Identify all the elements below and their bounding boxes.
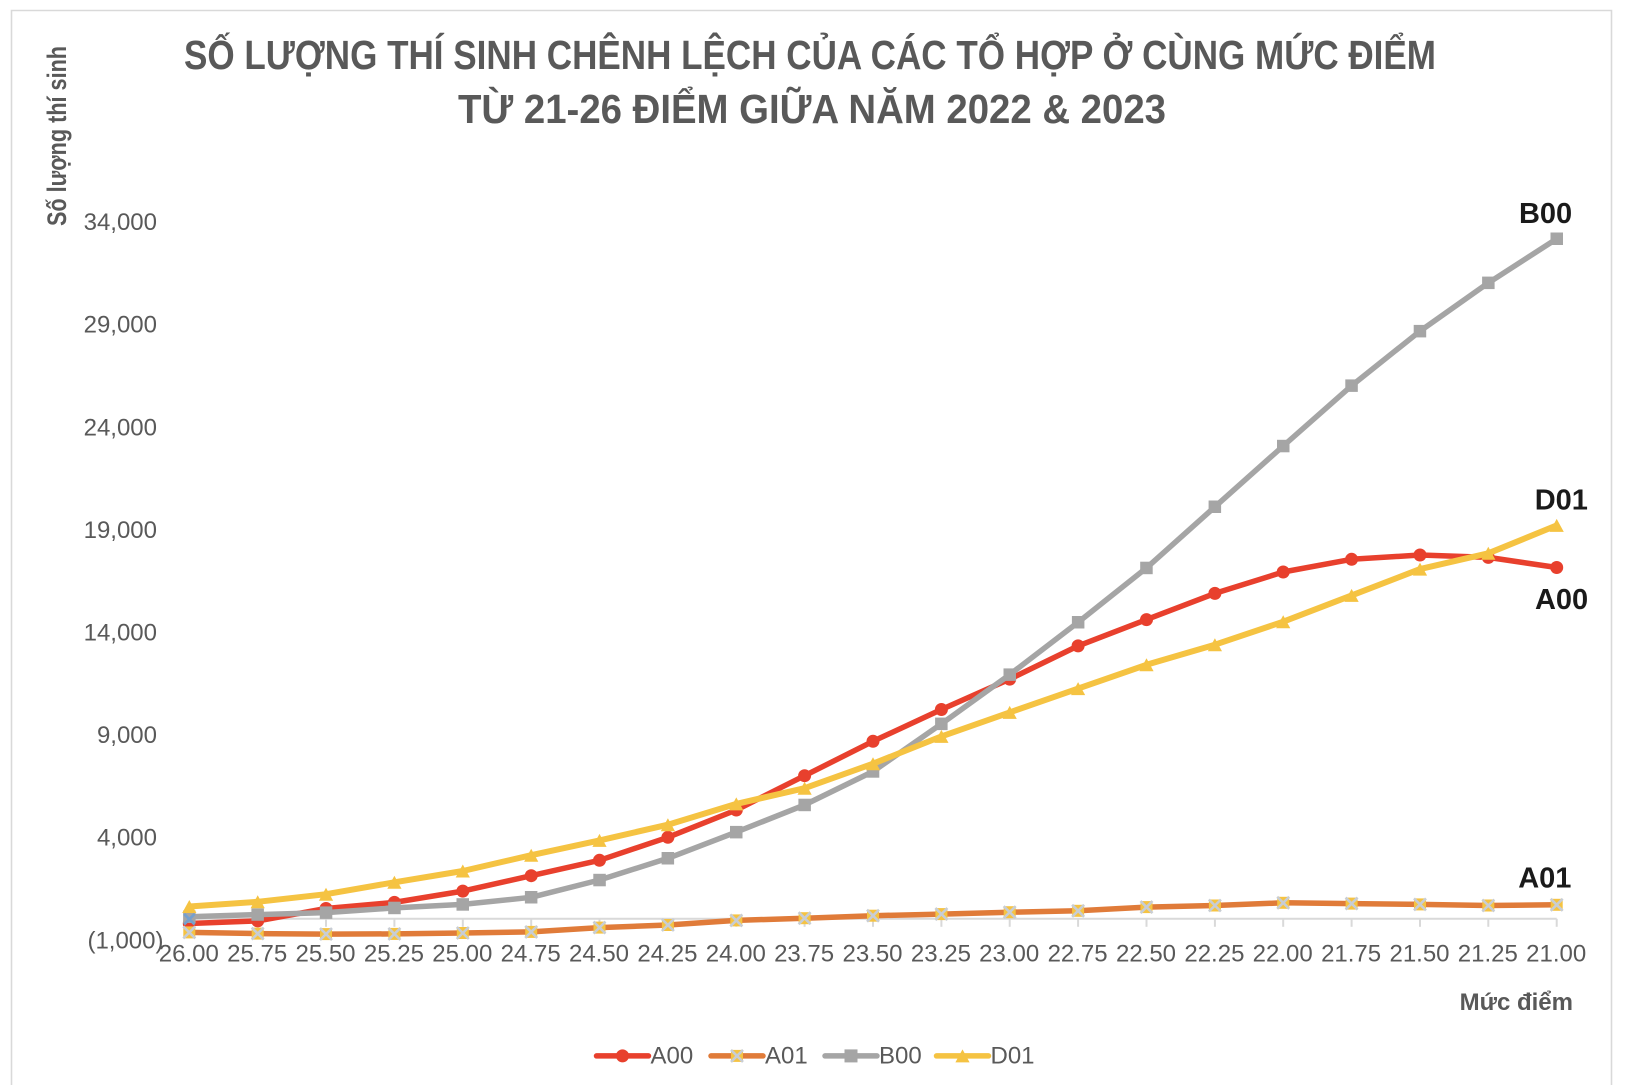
svg-text:24.75: 24.75 <box>501 941 561 968</box>
svg-text:25.50: 25.50 <box>295 941 355 968</box>
svg-text:A01: A01 <box>765 1042 808 1069</box>
svg-text:Mức điểm: Mức điểm <box>1460 989 1573 1016</box>
svg-text:D01: D01 <box>1535 485 1588 517</box>
svg-text:21.75: 21.75 <box>1321 941 1381 968</box>
svg-text:23.25: 23.25 <box>911 941 971 968</box>
svg-text:25.00: 25.00 <box>432 941 492 968</box>
svg-text:B00: B00 <box>879 1042 922 1069</box>
svg-text:9,000: 9,000 <box>97 722 157 749</box>
svg-text:Số lượng thí sinh: Số lượng thí sinh <box>42 46 72 226</box>
svg-text:21.25: 21.25 <box>1458 941 1518 968</box>
svg-text:21.50: 21.50 <box>1389 941 1449 968</box>
svg-text:TỪ 21-26 ĐIỂM GIỮA NĂM 2022 &: TỪ 21-26 ĐIỂM GIỮA NĂM 2022 & 2023 <box>458 85 1166 132</box>
svg-text:29,000: 29,000 <box>84 312 157 339</box>
svg-text:(1,000): (1,000) <box>87 927 163 954</box>
svg-text:22.75: 22.75 <box>1048 941 1108 968</box>
svg-text:23.00: 23.00 <box>979 941 1039 968</box>
svg-text:23.50: 23.50 <box>842 941 902 968</box>
svg-text:A00: A00 <box>651 1042 694 1069</box>
svg-text:23.75: 23.75 <box>774 941 834 968</box>
svg-text:25.25: 25.25 <box>364 941 424 968</box>
svg-text:24,000: 24,000 <box>84 414 157 441</box>
svg-text:14,000: 14,000 <box>84 620 157 647</box>
svg-text:B00: B00 <box>1519 198 1572 230</box>
svg-text:24.25: 24.25 <box>637 941 697 968</box>
svg-text:24.00: 24.00 <box>706 941 766 968</box>
svg-text:21.00: 21.00 <box>1526 941 1586 968</box>
svg-text:26.00: 26.00 <box>159 941 219 968</box>
svg-text:25.75: 25.75 <box>227 941 287 968</box>
svg-text:SỐ LƯỢNG THÍ SINH CHÊNH LỆCH C: SỐ LƯỢNG THÍ SINH CHÊNH LỆCH CỦA CÁC TỔ … <box>184 31 1436 78</box>
svg-text:34,000: 34,000 <box>84 209 157 236</box>
svg-text:22.50: 22.50 <box>1116 941 1176 968</box>
svg-text:19,000: 19,000 <box>84 517 157 544</box>
svg-text:4,000: 4,000 <box>97 825 157 852</box>
svg-text:A01: A01 <box>1518 862 1571 894</box>
svg-text:22.25: 22.25 <box>1184 941 1244 968</box>
svg-text:A00: A00 <box>1535 584 1588 616</box>
svg-text:22.00: 22.00 <box>1253 941 1313 968</box>
svg-text:D01: D01 <box>991 1042 1035 1069</box>
svg-text:24.50: 24.50 <box>569 941 629 968</box>
